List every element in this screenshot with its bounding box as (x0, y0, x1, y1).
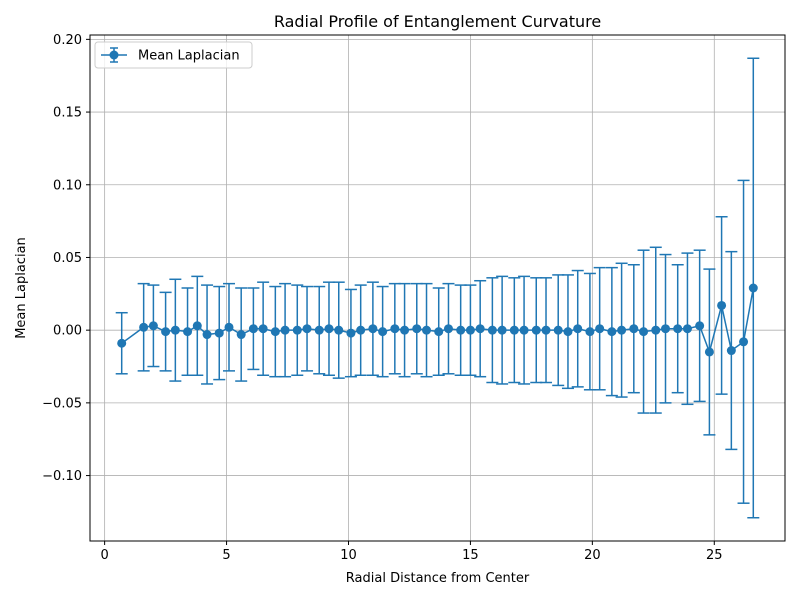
data-point (170, 325, 180, 335)
y-axis-label: Mean Laplacian (14, 237, 29, 339)
legend-box (94, 41, 253, 69)
x-tick-label: 10 (340, 548, 357, 563)
data-point (673, 324, 683, 334)
legend-point (109, 50, 119, 60)
data-point (214, 328, 224, 338)
data-point (412, 324, 422, 334)
data-point (422, 325, 432, 335)
data-point (541, 325, 551, 335)
data-point (236, 330, 246, 340)
data-point (324, 324, 334, 334)
x-tick-label: 15 (462, 548, 479, 563)
data-point (443, 324, 453, 334)
data-point (161, 327, 171, 337)
data-point (356, 325, 366, 335)
data-point (378, 327, 388, 337)
y-tick-label: 0.10 (53, 178, 82, 193)
data-point (139, 322, 149, 332)
data-point (346, 328, 356, 338)
data-point (487, 325, 497, 335)
data-point (629, 324, 639, 334)
data-point (292, 325, 302, 335)
chart-title: Radial Profile of Entanglement Curvature (274, 12, 601, 31)
data-point (148, 321, 158, 331)
y-tick-label: 0.20 (53, 33, 82, 48)
legend-series-label: Mean Laplacian (138, 49, 240, 64)
data-point (465, 325, 475, 335)
y-tick-label: −0.05 (42, 396, 82, 411)
data-point (368, 324, 378, 334)
data-point (248, 324, 258, 334)
x-tick-label: 5 (222, 548, 230, 563)
data-point (682, 324, 692, 334)
data-point (695, 321, 705, 331)
x-tick-label: 0 (100, 548, 108, 563)
y-tick-label: −0.10 (42, 469, 82, 484)
data-point (651, 325, 661, 335)
data-point (617, 325, 627, 335)
data-point (748, 283, 758, 293)
data-point (202, 330, 212, 340)
data-point (661, 324, 671, 334)
data-point (280, 325, 290, 335)
data-point (531, 325, 541, 335)
data-point (639, 327, 649, 337)
data-point (270, 327, 280, 337)
y-tick-label: 0.00 (53, 324, 82, 339)
x-tick-label: 25 (706, 548, 723, 563)
data-point (400, 325, 410, 335)
data-point (553, 325, 563, 335)
data-point (117, 338, 127, 348)
data-point (497, 325, 507, 335)
plot-frame (89, 34, 786, 542)
data-point (475, 324, 485, 334)
data-point (456, 325, 466, 335)
y-tick-label: 0.05 (53, 251, 82, 266)
data-point (585, 327, 595, 337)
data-point (224, 322, 234, 332)
data-point (509, 325, 519, 335)
data-point (717, 300, 727, 310)
data-point (704, 347, 714, 357)
data-point (302, 324, 312, 334)
legend-marker (101, 47, 127, 63)
x-axis-label: Radial Distance from Center (346, 571, 530, 586)
y-tick-label: 0.15 (53, 106, 82, 121)
tick-layer: 0 5 10 15 20 25 −0.10 −0.05 0.00 0.05 0.10 0.15 0.20 (42, 33, 722, 563)
data-point (183, 327, 193, 337)
data-point (390, 324, 400, 334)
data-point (314, 325, 324, 335)
data-point (739, 337, 749, 347)
data-point (519, 325, 529, 335)
data-point (573, 324, 583, 334)
data-point (334, 325, 344, 335)
data-point (726, 346, 736, 356)
data-layer (115, 57, 760, 519)
data-point (434, 327, 444, 337)
data-point (192, 321, 202, 331)
data-point (563, 327, 573, 337)
data-point (607, 327, 617, 337)
x-tick-label: 20 (584, 548, 601, 563)
legend: Mean Laplacian (94, 41, 253, 69)
series-line (121, 287, 755, 355)
data-point (595, 324, 605, 334)
data-point (258, 324, 268, 334)
